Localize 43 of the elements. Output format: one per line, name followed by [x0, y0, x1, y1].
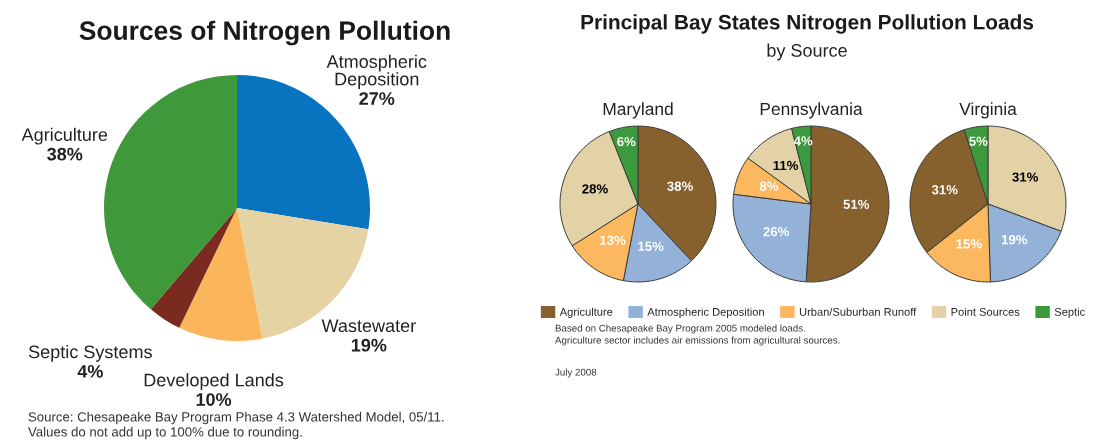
- slice-label: Developed Lands: [144, 373, 284, 391]
- data-label: 15%: [956, 239, 982, 249]
- text: Principal Bay States Nitrogen Pollution Loads: [581, 14, 1034, 34]
- data-label: 19%: [351, 338, 387, 352]
- chart-title: Maryland: [603, 102, 673, 119]
- data-label: 26%: [763, 227, 789, 237]
- data-label: 27%: [359, 92, 395, 105]
- data-label: 11%: [773, 160, 799, 171]
- legend-label: Septic: [1054, 307, 1085, 319]
- text: Based on Chesapeake Bay Program 2005 modeled loads.: [555, 324, 805, 334]
- data-label: 4%: [77, 365, 103, 378]
- legend-label: Urban/Suburban Runoff: [799, 307, 917, 316]
- pie-slice: [150, 208, 237, 328]
- data-label: 13%: [600, 235, 626, 245]
- data-label: 31%: [1012, 172, 1039, 182]
- chart-title: Virginia: [959, 102, 1017, 119]
- data-label: 38%: [47, 147, 83, 161]
- legend-label: Point Sources: [951, 307, 1020, 316]
- chart-title: Pennsylvania: [760, 102, 863, 119]
- slice-label: Wastewater: [321, 319, 416, 333]
- data-label: 4%: [793, 136, 813, 146]
- data-label: 19%: [1001, 234, 1028, 245]
- data-label: 15%: [638, 241, 664, 251]
- data-label: 38%: [667, 181, 693, 191]
- data-label: 51%: [843, 199, 870, 209]
- data-label: 5%: [969, 136, 988, 146]
- pie-slice: [179, 208, 263, 341]
- slice-label: Atmospheric Deposition: [326, 54, 427, 90]
- chart-title: Sources of Nitrogen Pollution: [79, 20, 450, 46]
- data-label: 8%: [759, 181, 779, 191]
- data-label: 28%: [582, 184, 608, 194]
- legend-label: Agriculture: [559, 307, 613, 319]
- data-label: 31%: [931, 185, 958, 195]
- data-label: 10%: [196, 393, 232, 406]
- legend-label: Atmospheric Deposition: [647, 307, 764, 319]
- source-note: Source: Chesapeake Bay Program Phase 4.3 Watershed Model, 05/11.: [28, 411, 444, 425]
- text: by Source: [767, 43, 847, 61]
- text: July 2008: [555, 368, 597, 378]
- slice-label: Agriculture: [21, 127, 108, 145]
- slice-label: Septic Systems: [28, 344, 152, 362]
- text: Values do not add up to 100% due to rounding.: [28, 426, 302, 440]
- data-label: 6%: [617, 136, 636, 147]
- text: Agriculture sector includes air emissions from agricultural sources.: [555, 336, 840, 346]
